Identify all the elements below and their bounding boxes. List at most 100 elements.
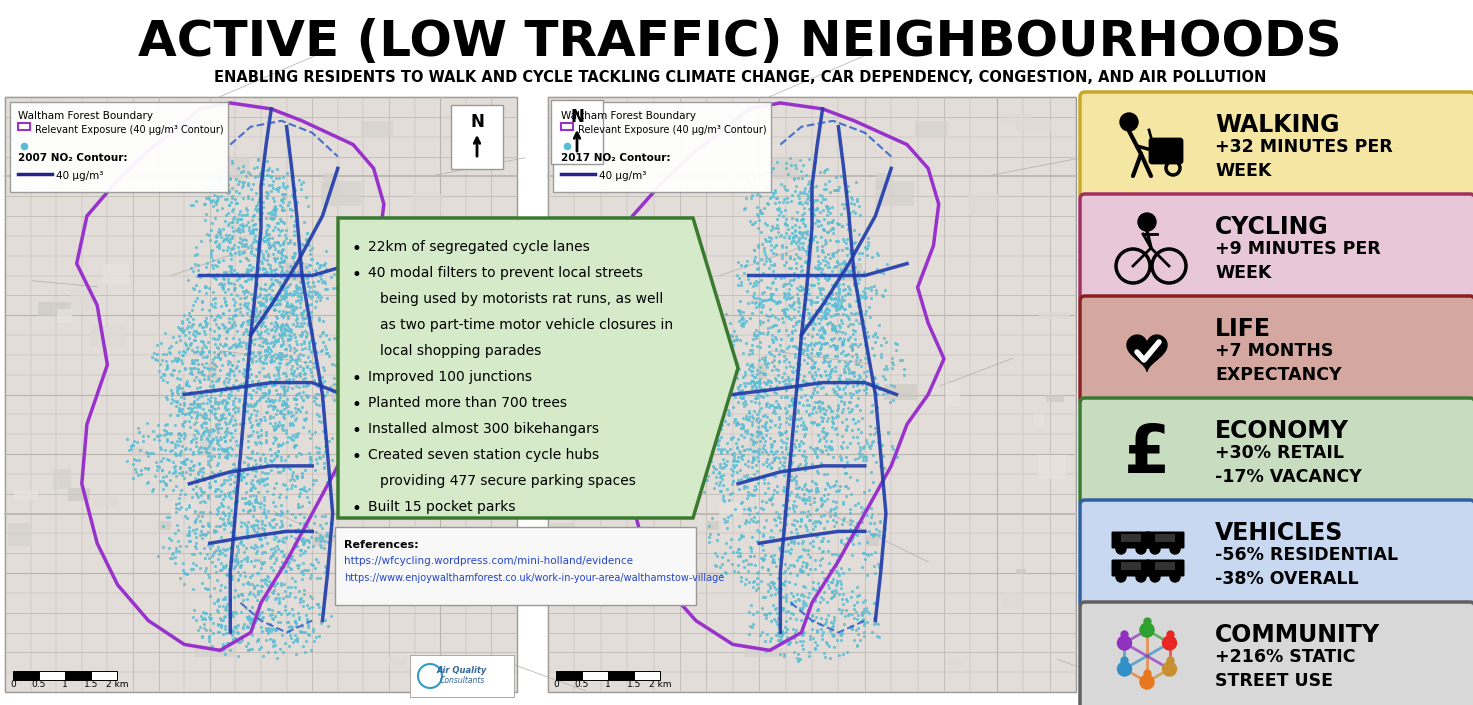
Point [242, 501, 265, 512]
Point [258, 384, 281, 396]
Point [250, 516, 274, 527]
Point [177, 274, 200, 286]
Point [311, 510, 334, 522]
Point [219, 342, 243, 353]
Point [792, 489, 816, 500]
Point [271, 437, 295, 448]
Point [750, 208, 773, 219]
Text: Created seven station cycle hubs: Created seven station cycle hubs [368, 448, 600, 462]
Point [716, 511, 739, 522]
Point [773, 627, 797, 638]
Point [742, 446, 766, 457]
Point [302, 357, 326, 369]
Point [819, 617, 843, 628]
Point [255, 429, 278, 441]
Point [670, 464, 694, 475]
Point [854, 250, 878, 261]
Point [256, 302, 280, 313]
Point [820, 416, 844, 427]
Point [744, 384, 767, 395]
Point [178, 362, 202, 374]
Point [846, 431, 869, 442]
Point [236, 360, 259, 372]
Point [196, 374, 219, 385]
Point [187, 510, 211, 522]
Point [806, 338, 829, 349]
Point [753, 259, 776, 270]
Point [764, 396, 788, 407]
Point [234, 219, 258, 231]
Point [725, 335, 748, 346]
Point [290, 573, 314, 584]
Point [234, 519, 258, 530]
Point [302, 517, 326, 528]
Point [169, 392, 193, 403]
Point [206, 594, 230, 606]
Point [800, 319, 823, 330]
Point [161, 388, 184, 399]
Point [791, 598, 815, 609]
Point [859, 281, 882, 293]
Point [230, 281, 253, 293]
Point [196, 398, 219, 409]
Point [818, 355, 841, 366]
Point [713, 461, 736, 472]
Point [813, 305, 837, 317]
Point [832, 398, 856, 409]
Point [247, 502, 271, 513]
Point [178, 462, 202, 474]
Point [820, 223, 844, 234]
Point [259, 336, 283, 348]
Point [841, 367, 865, 378]
FancyBboxPatch shape [93, 497, 118, 506]
Point [283, 185, 306, 196]
Point [772, 456, 795, 467]
Point [225, 275, 249, 286]
Point [249, 540, 273, 551]
Point [256, 165, 280, 176]
Point [222, 531, 246, 542]
Point [247, 414, 271, 425]
Point [853, 553, 876, 564]
Point [312, 364, 336, 376]
Point [190, 368, 214, 379]
Point [296, 534, 320, 546]
Point [695, 338, 719, 349]
Point [782, 439, 806, 450]
Point [315, 386, 339, 398]
Point [187, 447, 211, 458]
Point [831, 336, 854, 348]
Point [295, 635, 318, 646]
Point [770, 371, 794, 382]
Point [309, 345, 333, 357]
Point [766, 587, 790, 598]
Point [759, 422, 782, 433]
Point [168, 462, 191, 474]
Point [245, 251, 268, 262]
Point [305, 533, 328, 544]
Point [240, 178, 264, 190]
Point [769, 429, 792, 440]
Point [206, 226, 230, 238]
Point [194, 384, 218, 396]
Point [225, 325, 249, 336]
Point [164, 460, 187, 471]
Point [283, 286, 306, 297]
Point [298, 249, 321, 260]
Point [732, 387, 756, 398]
Point [165, 449, 189, 460]
Point [739, 360, 763, 371]
Point [267, 181, 290, 192]
FancyBboxPatch shape [412, 194, 442, 215]
Point [184, 417, 208, 428]
Point [281, 434, 305, 446]
Point [258, 162, 281, 173]
Point [798, 348, 822, 359]
Point [155, 419, 178, 430]
Point [178, 464, 202, 475]
Point [171, 558, 194, 569]
Point [247, 282, 271, 293]
Point [194, 288, 218, 299]
Point [281, 467, 305, 478]
Point [781, 212, 804, 223]
